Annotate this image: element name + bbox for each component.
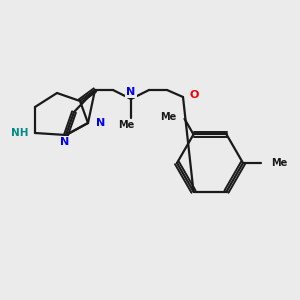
Text: N: N — [126, 87, 136, 97]
Text: N: N — [60, 137, 70, 147]
Text: Me: Me — [271, 158, 287, 168]
Text: NH: NH — [11, 128, 28, 138]
Text: O: O — [190, 90, 200, 100]
Text: Me: Me — [160, 112, 176, 122]
Text: N: N — [96, 118, 105, 128]
Text: Me: Me — [118, 120, 134, 130]
